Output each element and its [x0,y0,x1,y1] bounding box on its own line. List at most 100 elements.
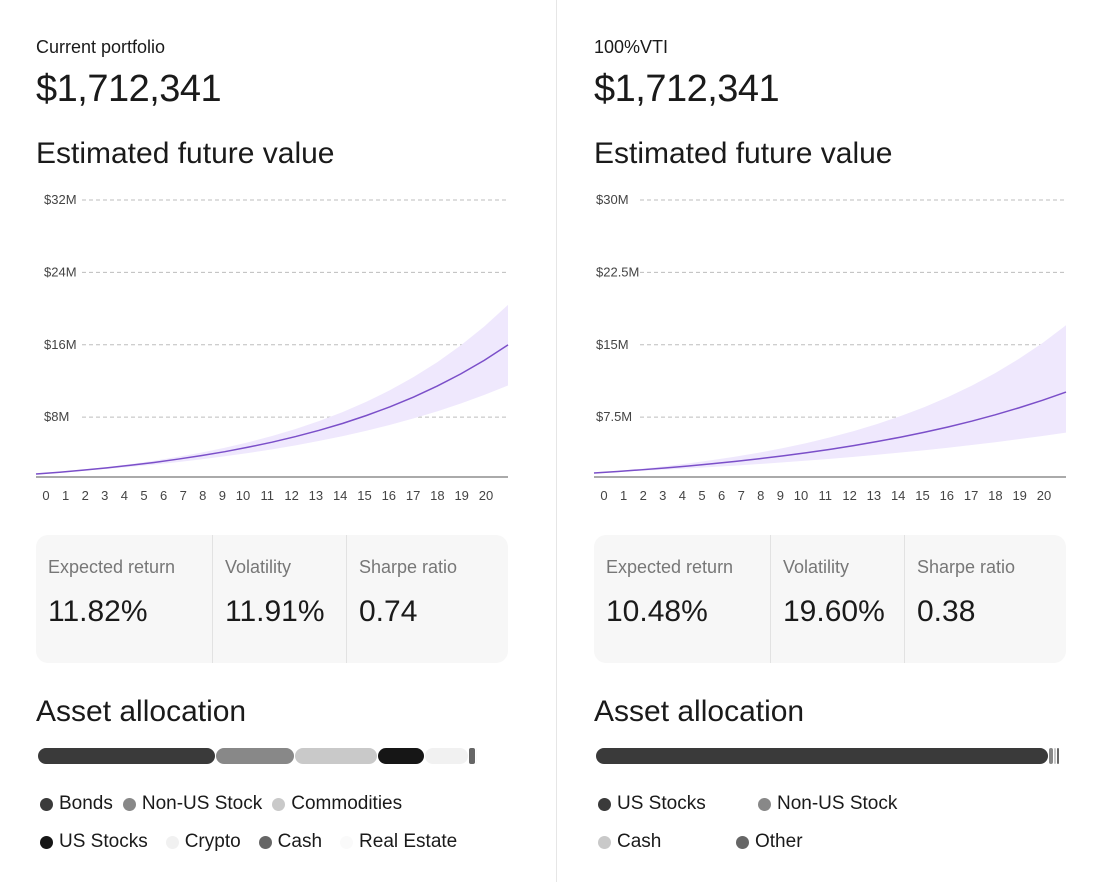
legend-item: Crypto [165,830,241,854]
x-tick-label: 20 [479,488,493,503]
y-tick-label: $16M [44,337,77,352]
y-tick-label: $24M [44,264,77,279]
x-tick-label: 10 [236,488,250,503]
allocation-segment-non-us-stock[interactable] [1048,748,1054,764]
x-tick-label: 18 [430,488,444,503]
legend-dot-icon [258,835,272,849]
legend-item: Bonds [40,792,113,816]
legend-dot-icon [736,835,749,849]
allocation-segment-us-stocks[interactable] [596,748,1048,764]
x-tick-label: 15 [915,488,929,503]
median-line [593,391,1067,474]
legend-item: Cash [258,830,322,854]
stat-value: 0.38 [917,595,976,628]
stat-label: Expected return [606,557,734,577]
y-tick-label: $30M [596,192,629,207]
confidence-band [36,304,508,475]
legend-dot-icon [40,835,53,849]
x-tick-label: 6 [718,488,725,503]
stat-label: Volatility [783,557,850,577]
allocation-segment-us-stocks[interactable] [378,748,425,764]
x-tick-label: 2 [640,488,647,503]
x-tick-label: 7 [180,488,187,503]
x-tick-label: 7 [738,488,745,503]
x-tick-label: 3 [659,488,666,503]
confidence-band [594,325,1066,473]
x-tick-label: 0 [600,488,607,503]
allocation-legend: US Stocks Non-US Stock Cash Other [598,792,1068,854]
legend-label: US Stocks [59,831,148,852]
stat-label: Expected return [48,557,176,577]
x-tick-label: 3 [101,488,108,503]
legend-dot-icon [598,797,611,811]
stats-card: Expected return 11.82% Volatility 11.91%… [36,535,508,663]
x-tick-label: 18 [988,488,1002,503]
x-tick-label: 2 [82,488,89,503]
x-tick-label: 1 [62,488,69,503]
legend-label: Cash [617,831,662,852]
allocation-segment-commodities[interactable] [295,748,378,764]
allocation-title: Asset allocation [36,695,247,728]
x-tick-label: 13 [867,488,881,503]
stat-value: 19.60% [783,595,885,628]
stat-label: Sharpe ratio [917,557,1016,577]
stats-card: Expected return 10.48% Volatility 19.60%… [594,535,1066,663]
chart-title: Estimated future value [594,137,893,170]
panel-divider [556,0,557,882]
x-tick-label: 0 [42,488,49,503]
x-tick-label: 20 [1037,488,1051,503]
legend-item: Cash [598,830,718,854]
allocation-segment-crypto[interactable] [425,748,468,764]
y-tick-label: $8M [44,409,69,424]
legend-label: Commodities [291,793,403,814]
stat-sharpe-ratio: Sharpe ratio 0.38 [905,535,1066,663]
legend-label: Non-US Stock [777,793,898,814]
allocation-segment-bonds[interactable] [38,748,216,764]
x-tick-label: 6 [160,488,167,503]
legend-item: Commodities [272,792,402,816]
x-tick-label: 9 [219,488,226,503]
legend-label: Bonds [59,793,113,814]
median-line [35,344,509,475]
chart-title: Estimated future value [36,137,335,170]
stat-label: Volatility [225,557,292,577]
x-tick-label: 17 [964,488,978,503]
legend-label: Crypto [184,831,241,852]
stat-label: Sharpe ratio [359,557,458,577]
stat-volatility: Volatility 19.60% [771,535,905,663]
legend-label: Non-US Stock [141,793,263,814]
x-tick-label: 14 [333,488,347,503]
y-tick-label: $7.5M [596,409,632,424]
legend-dot-icon [340,835,354,849]
x-tick-label: 4 [679,488,686,503]
legend-dot-icon [758,797,771,811]
x-tick-label: 19 [1012,488,1026,503]
x-tick-label: 8 [757,488,764,503]
allocation-segment-real-estate[interactable] [475,748,478,764]
stat-value: 11.82% [48,595,148,628]
legend-dot-icon [272,797,286,811]
allocation-segment-other[interactable] [1057,748,1059,764]
stat-sharpe-ratio: Sharpe ratio 0.74 [347,535,508,663]
legend-label: Real Estate [359,831,458,852]
allocation-segment-cash[interactable] [1054,748,1057,764]
legend-dot-icon [122,797,136,811]
stat-value: 0.74 [359,595,418,628]
x-tick-label: 12 [842,488,856,503]
y-tick-label: $15M [596,337,629,352]
allocation-segment-non-us-stock[interactable] [216,748,295,764]
x-tick-label: 8 [199,488,206,503]
allocation-segment-cash[interactable] [468,748,475,764]
x-tick-label: 4 [121,488,128,503]
x-tick-label: 15 [357,488,371,503]
x-tick-label: 14 [891,488,905,503]
x-tick-label: 1 [620,488,627,503]
legend-item: Real Estate [340,830,457,854]
legend-dot-icon [165,835,179,849]
y-tick-label: $32M [44,192,77,207]
legend-dot-icon [40,797,53,811]
x-tick-label: 13 [309,488,323,503]
legend-item: US Stocks [598,792,740,816]
x-tick-label: 16 [382,488,396,503]
